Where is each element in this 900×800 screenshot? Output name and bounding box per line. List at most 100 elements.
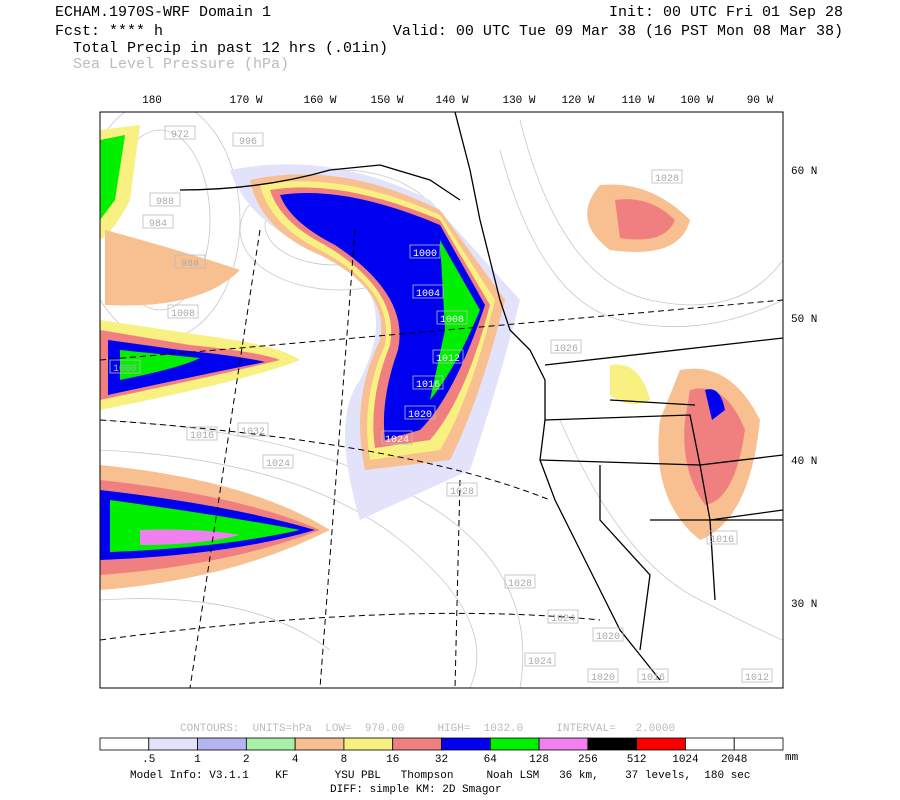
contour-label: 1016 [190, 431, 214, 442]
colorbar-label: 8 [341, 754, 348, 766]
model-info: Model Info: V3.1.1 KF YSU PBL Thompson N… [130, 770, 751, 782]
colorbar-label: 4 [292, 754, 299, 766]
colorbar-label: 1024 [672, 754, 699, 766]
contour-label-box [164, 125, 196, 140]
contour-label: 1012 [745, 673, 769, 684]
colorbar-box [343, 737, 394, 751]
longitude-label: 150 W [370, 95, 403, 107]
colorbar-box [685, 737, 735, 751]
latitude-label: 30 N [791, 599, 817, 611]
contour-label-box [109, 359, 141, 374]
contour-label-box [592, 627, 624, 642]
map-area: 972 988 984 996 988 1000 1008 1000 1004 1008 1012 1… [100, 112, 783, 688]
contour-label-box [174, 254, 206, 269]
longitude-label: 140 W [435, 95, 468, 107]
contour-label-box [651, 169, 683, 184]
contour-label-box [262, 454, 294, 469]
latitude-label: 50 N [791, 314, 817, 326]
forecast-hour: Fcst: **** h [55, 23, 163, 40]
longitude-label: 180 [142, 95, 162, 107]
contour-label: 1028 [450, 487, 474, 498]
contour-label-box [741, 668, 773, 683]
longitude-label: 120 W [561, 95, 594, 107]
contour-label: 1020 [591, 673, 615, 684]
colorbar-box [294, 737, 345, 751]
contour-label: 1008 [440, 315, 464, 326]
colorbar-box [392, 737, 442, 751]
contour-label: 1020 [596, 632, 620, 643]
colorbar-label: 1 [194, 754, 201, 766]
colorbar-box [245, 737, 296, 751]
contour-label: 1012 [436, 354, 460, 365]
contour-label-box [436, 310, 468, 325]
contour-label: 1000 [113, 364, 137, 375]
valid-time: Valid: 00 UTC Tue 09 Mar 38 (16 PST Mon … [393, 23, 843, 40]
precip-bands [100, 125, 760, 590]
contour-label-box [381, 430, 413, 445]
contour-label: 1024 [528, 657, 552, 668]
field-precip: Total Precip in past 12 hrs (.01in) [73, 40, 388, 57]
colorbar-box [99, 737, 150, 751]
colorbar-unit: mm [785, 752, 799, 764]
contour-label-box [237, 422, 269, 437]
contour-label: 984 [149, 219, 167, 230]
contour-label-box [547, 609, 579, 624]
contour-label: 1024 [551, 614, 575, 625]
contour-label-box [706, 530, 738, 545]
longitude-label: 170 W [229, 95, 262, 107]
contour-label-box [167, 304, 199, 319]
colorbar-label: 128 [529, 754, 549, 766]
colorbar-box [148, 737, 198, 751]
longitude-label: 90 W [747, 95, 774, 107]
contour-label: 1016 [710, 535, 734, 546]
contour-label: 996 [239, 137, 257, 148]
contour-label-box [142, 214, 174, 229]
colorbar-label: 2 [243, 754, 250, 766]
colorbar-label: 32 [435, 754, 448, 766]
contour-label-box [587, 668, 619, 683]
colorbar-label: 2048 [721, 754, 747, 766]
longitude-label: 100 W [680, 95, 713, 107]
contour-label: 1004 [416, 289, 440, 300]
colorbar-label: 64 [484, 754, 498, 766]
latitude-label: 60 N [791, 166, 817, 178]
contour-label: 1016 [641, 673, 665, 684]
colorbar-box [636, 737, 686, 751]
title: ECHAM.1970S-WRF Domain 1 [55, 4, 271, 21]
contour-label: 1028 [655, 174, 679, 185]
contour-label-box [149, 192, 181, 207]
contour-label: 1032 [241, 427, 265, 438]
contour-label-box [637, 668, 669, 683]
contour-label: 1024 [385, 435, 409, 446]
colorbar-box [538, 737, 589, 751]
contour-label: 1026 [554, 344, 578, 355]
longitude-label: 160 W [303, 95, 336, 107]
latitude-label: 40 N [791, 456, 817, 468]
colorbar-label: .5 [142, 754, 155, 766]
colorbar-label: 16 [386, 754, 399, 766]
contour-label-box [446, 482, 478, 497]
colorbar-label: 512 [627, 754, 647, 766]
contour-label-box [550, 339, 582, 354]
contour-label-box [404, 405, 436, 420]
contour-label: 1016 [416, 380, 440, 391]
contour-label: 972 [171, 130, 189, 141]
longitude-label: 110 W [621, 95, 654, 107]
field-pressure: Sea Level Pressure (hPa) [73, 56, 289, 73]
contour-label: 1024 [266, 459, 290, 470]
contour-label-box [412, 284, 444, 299]
colorbar-box [441, 737, 491, 751]
colorbar-box [587, 737, 638, 751]
contour-label: 1000 [413, 249, 437, 260]
contour-label-box [186, 426, 218, 441]
contour-label: 1008 [171, 309, 195, 320]
longitude-label: 130 W [502, 95, 535, 107]
contour-label: 1028 [508, 579, 532, 590]
contour-label: 1020 [408, 410, 432, 421]
colorbar-label: 256 [578, 754, 598, 766]
diff-info: DIFF: simple KM: 2D Smagor [330, 784, 502, 796]
contour-label-box [232, 132, 264, 147]
contour-label-box [504, 574, 536, 589]
contour-label: 988 [156, 197, 174, 208]
colorbar-box [489, 737, 540, 751]
